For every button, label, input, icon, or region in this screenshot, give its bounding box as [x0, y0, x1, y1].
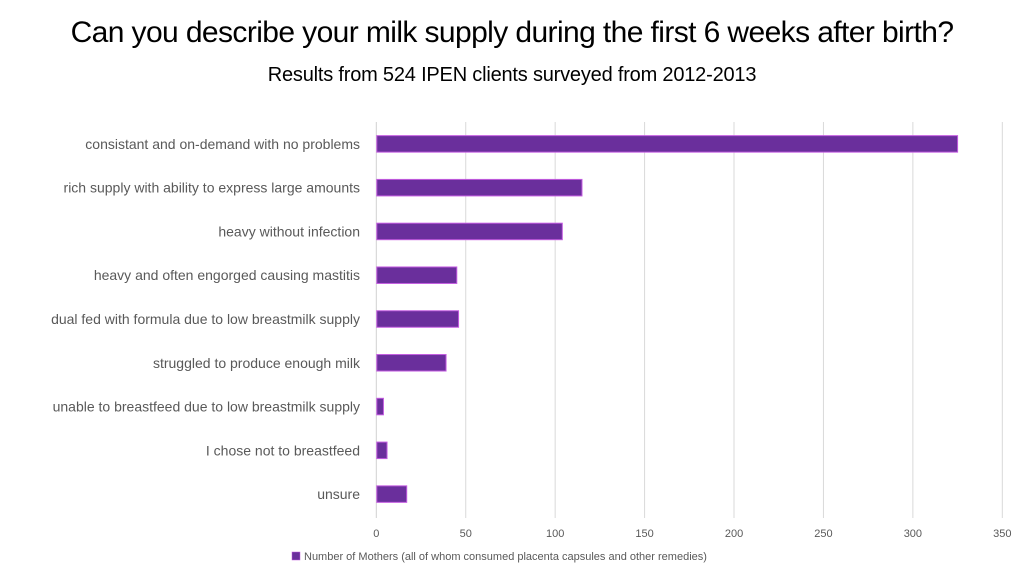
category-label: unable to breastfeed due to low breastmi… — [53, 399, 360, 415]
bar — [376, 178, 583, 197]
x-tick-label: 0 — [373, 528, 379, 540]
x-tick-label: 300 — [904, 528, 922, 540]
x-tick-label: 350 — [993, 528, 1011, 540]
category-label: I chose not to breastfeed — [206, 442, 360, 458]
category-label: unsure — [317, 486, 360, 502]
bar — [376, 222, 563, 241]
x-tick-label: 150 — [635, 528, 653, 540]
x-tick-label: 100 — [546, 528, 564, 540]
category-label: struggled to produce enough milk — [153, 355, 361, 371]
bar — [376, 485, 408, 503]
chart-subtitle: Results from 524 IPEN clients surveyed f… — [267, 64, 757, 86]
category-label: heavy and often engorged causing mastiti… — [94, 267, 360, 283]
x-tick-label: 200 — [725, 528, 743, 540]
chart-title: Can you describe your milk supply during… — [70, 16, 954, 49]
category-label: dual fed with formula due to low breastm… — [51, 311, 360, 327]
bar — [376, 441, 388, 460]
category-label: consistant and on-demand with no problem… — [85, 136, 360, 152]
bar — [376, 135, 959, 153]
bar — [376, 397, 384, 416]
bar — [376, 266, 458, 284]
bar — [376, 354, 447, 372]
x-tick-label: 50 — [460, 528, 472, 540]
x-tick-label: 250 — [814, 528, 832, 540]
legend-swatch — [291, 551, 301, 561]
bar — [376, 310, 460, 328]
legend-label: Number of Mothers (all of whom consumed … — [304, 551, 707, 563]
category-label: heavy without infection — [218, 223, 360, 239]
category-label: rich supply with ability to express larg… — [64, 180, 360, 196]
